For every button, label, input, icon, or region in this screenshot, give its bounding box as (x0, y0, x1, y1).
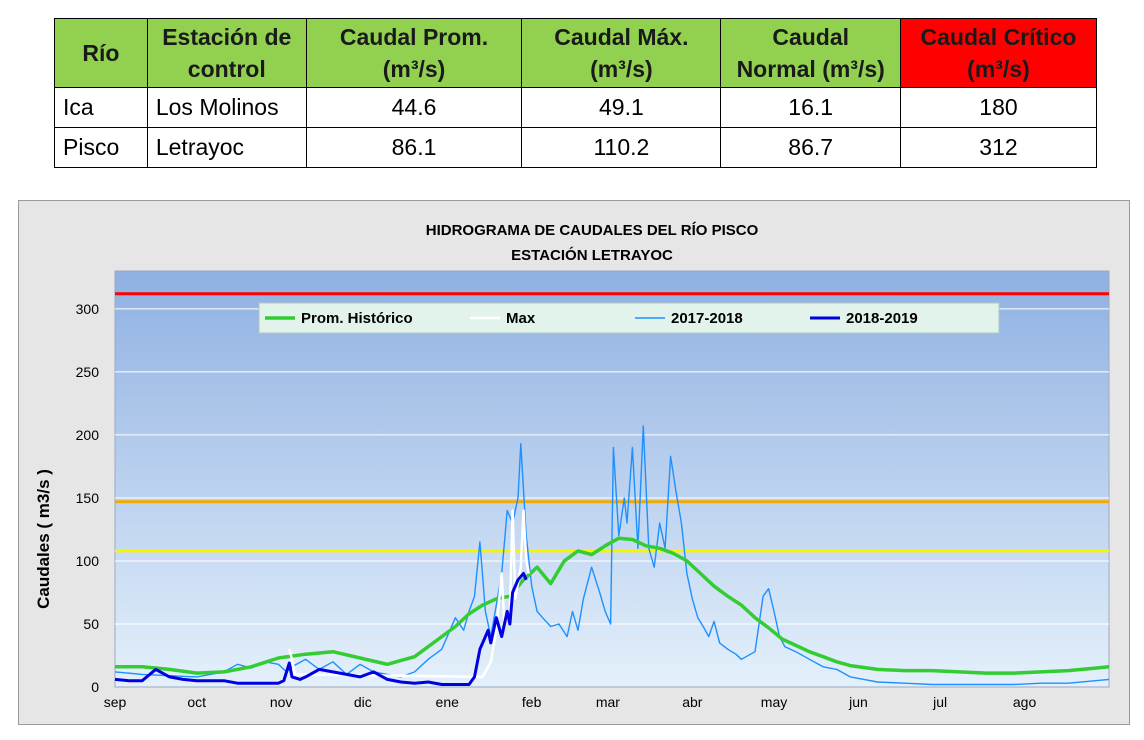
legend-entry: Prom. Histórico (301, 310, 413, 327)
hydrograph-chart: HIDROGRAMA DE CAUDALES DEL RÍO PISCO EST… (34, 222, 1110, 710)
flow-summary-table: Río Estación de control Caudal Prom. (m³… (54, 18, 1098, 168)
x-tick-label: nov (270, 694, 293, 710)
series-line (114, 572, 528, 686)
header-rio: Río (54, 18, 148, 88)
y-axis-ticks: 0 50 100 150 200 250 300 (76, 301, 100, 695)
cell-caudal-prom: 86.1 (305, 127, 523, 168)
y-tick-label: 300 (76, 301, 100, 317)
x-tick-label: mar (596, 694, 620, 710)
x-tick-label: dic (354, 694, 372, 710)
series-lines (114, 425, 1110, 686)
hydrograph-chart-area: HIDROGRAMA DE CAUDALES DEL RÍO PISCO EST… (18, 200, 1130, 725)
x-tick-label: sep (104, 694, 127, 710)
x-tick-label: feb (522, 694, 542, 710)
x-tick-label: oct (187, 694, 206, 710)
y-tick-label: 250 (76, 364, 100, 380)
y-tick-label: 50 (83, 616, 99, 632)
header-caudal-max: Caudal Máx. (m³/s) (521, 18, 722, 88)
legend-entry: 2017-2018 (671, 310, 743, 327)
cell-caudal-max: 110.2 (521, 127, 722, 168)
x-tick-label: jun (848, 694, 868, 710)
y-tick-label: 100 (76, 553, 100, 569)
header-estacion: Estación de control (146, 18, 307, 88)
cell-caudal-critico: 180 (899, 87, 1098, 128)
cell-estacion: Los Molinos (146, 87, 307, 128)
chart-legend: Prom. Histórico Max 2017-2018 2018-2019 (258, 302, 1000, 334)
chart-title: HIDROGRAMA DE CAUDALES DEL RÍO PISCO (426, 222, 759, 239)
series-line (114, 425, 1110, 686)
plot-area (114, 270, 1110, 688)
table-header-row: Río Estación de control Caudal Prom. (m³… (54, 18, 1098, 88)
cell-caudal-prom: 44.6 (305, 87, 523, 128)
cell-caudal-normal: 16.1 (720, 87, 901, 128)
cell-rio: Ica (54, 87, 148, 128)
x-tick-label: ene (436, 694, 460, 710)
cell-caudal-normal: 86.7 (720, 127, 901, 168)
header-caudal-normal: Caudal Normal (m³/s) (720, 18, 901, 88)
y-axis-title: Caudales ( m3/s ) (34, 469, 53, 609)
legend-entry: Max (506, 310, 536, 327)
chart-subtitle: ESTACIÓN LETRAYOC (511, 246, 673, 264)
cell-rio: Pisco (54, 127, 148, 168)
series-line (115, 536, 1110, 675)
x-tick-label: may (761, 694, 787, 710)
x-tick-label: abr (682, 694, 703, 710)
legend-entry: 2018-2019 (846, 310, 918, 327)
cell-caudal-max: 49.1 (521, 87, 722, 128)
x-axis-ticks: sep oct nov dic ene feb mar abr may jun jul ago (104, 694, 1037, 710)
cell-estacion: Letrayoc (146, 127, 307, 168)
table-row: Pisco Letrayoc 86.1 110.2 86.7 312 (54, 127, 1098, 168)
cell-caudal-critico: 312 (899, 127, 1098, 168)
header-caudal-prom: Caudal Prom. (m³/s) (305, 18, 523, 88)
y-tick-label: 200 (76, 427, 100, 443)
y-tick-label: 150 (76, 490, 100, 506)
table-row: Ica Los Molinos 44.6 49.1 16.1 180 (54, 87, 1098, 128)
y-tick-label: 0 (91, 679, 99, 695)
header-caudal-critico: Caudal Crítico (m³/s) (899, 18, 1098, 88)
x-tick-label: jul (932, 694, 947, 710)
x-tick-label: ago (1013, 694, 1037, 710)
